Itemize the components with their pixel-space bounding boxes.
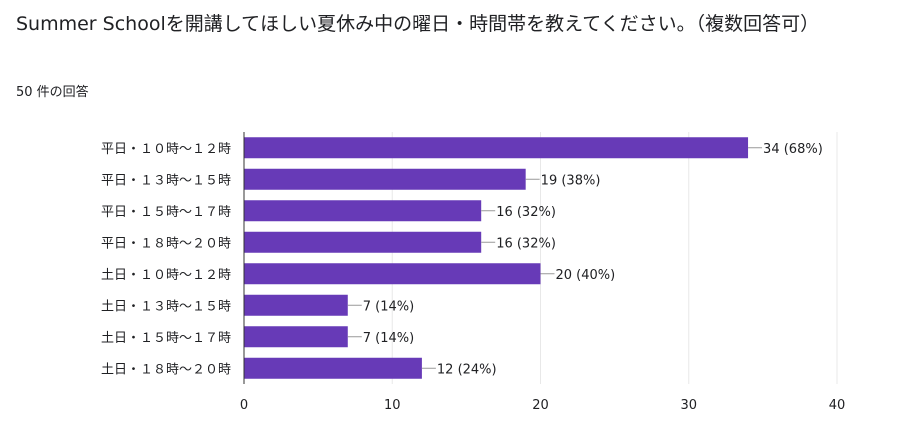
data-label: 34 (68%) [763, 142, 823, 157]
data-label: 7 (14%) [363, 299, 414, 314]
category-label: 平日・１０時～１２時 [101, 142, 231, 157]
data-label: 7 (14%) [363, 331, 414, 346]
data-label: 19 (38%) [541, 173, 601, 188]
response-count: 50 件の回答 [16, 85, 89, 100]
category-label: 土日・１５時～１７時 [101, 331, 231, 346]
bar [244, 326, 348, 348]
bar [244, 294, 348, 316]
category-label: 土日・１８時～２０時 [101, 362, 231, 377]
bar [244, 263, 541, 285]
data-label: 16 (32%) [496, 205, 556, 220]
category-label: 平日・１８時～２０時 [101, 236, 231, 251]
data-label: 16 (32%) [496, 236, 556, 251]
bar [244, 357, 422, 379]
category-label: 平日・１５時～１７時 [101, 205, 231, 220]
bar [244, 168, 526, 190]
x-tick-label: 40 [829, 398, 846, 413]
question-title: Summer Schoolを開講してほしい夏休み中の曜日・時間帯を教えてください… [16, 13, 820, 35]
category-label: 土日・１３時～１５時 [101, 299, 231, 314]
bar [244, 231, 482, 253]
category-label: 平日・１３時～１５時 [101, 173, 231, 188]
bar [244, 200, 482, 222]
category-label: 土日・１０時～１２時 [101, 268, 231, 283]
x-tick-label: 30 [680, 398, 697, 413]
x-tick-label: 10 [384, 398, 401, 413]
bar [244, 137, 749, 159]
data-label: 12 (24%) [437, 362, 497, 377]
data-label: 20 (40%) [556, 268, 616, 283]
x-tick-label: 20 [532, 398, 549, 413]
x-tick-label: 0 [240, 398, 248, 413]
